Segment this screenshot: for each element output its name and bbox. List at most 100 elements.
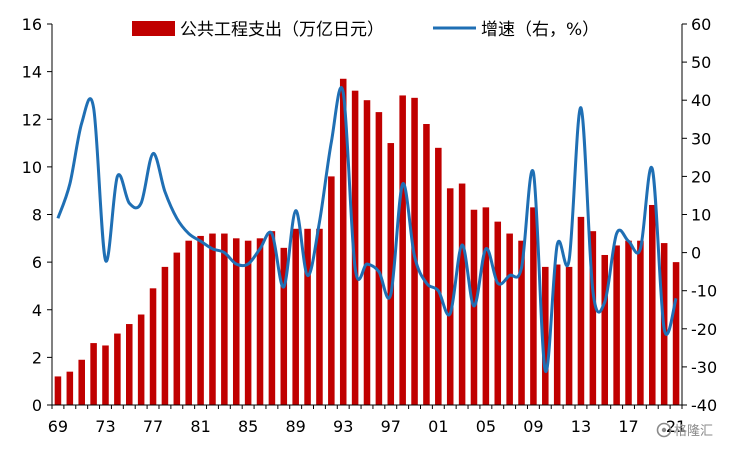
- line-point-2006: [497, 282, 499, 284]
- bar-2021: [672, 262, 680, 406]
- right-tick-label: 10: [691, 206, 711, 225]
- line-point-2016: [615, 232, 617, 234]
- bar-2018: [637, 240, 644, 405]
- line-point-1982: [211, 248, 213, 250]
- line-point-2012: [568, 259, 570, 261]
- line-point-1981: [199, 240, 201, 242]
- bar-1972: [90, 343, 97, 405]
- line-point-1986: [259, 248, 261, 250]
- line-point-1991: [318, 221, 320, 223]
- bar-2002: [446, 188, 454, 405]
- line-point-2002: [449, 312, 451, 314]
- bar-2009: [530, 207, 537, 405]
- line-point-1998: [401, 183, 403, 185]
- line-point-2020: [663, 328, 665, 330]
- right-tick-label: -30: [691, 358, 717, 377]
- right-tick-label: -20: [691, 320, 717, 339]
- bar-1991: [316, 228, 323, 405]
- bar-1969: [54, 376, 62, 405]
- left-tick-label: 10: [22, 158, 42, 177]
- watermark-text: 格隆汇: [674, 423, 713, 439]
- bar-1983: [221, 233, 228, 405]
- bar-1976: [137, 314, 145, 405]
- line-point-2009: [532, 171, 534, 173]
- x-tick-label: 09: [523, 417, 543, 436]
- line-point-1979: [176, 217, 178, 219]
- line-point-1969: [57, 217, 59, 219]
- left-tick-label: 16: [22, 15, 42, 34]
- legend: 公共工程支出（万亿日元） 增速（右，%）: [132, 20, 599, 40]
- bar-1984: [232, 238, 240, 405]
- x-tick-label: 69: [48, 417, 68, 436]
- line-point-1980: [188, 232, 190, 234]
- bar-1973: [102, 345, 109, 405]
- x-tick-label: 77: [143, 417, 163, 436]
- line-point-2001: [437, 290, 439, 292]
- line-point-2014: [592, 290, 594, 292]
- bar-1990: [304, 228, 311, 405]
- bar-1986: [256, 238, 264, 405]
- line-point-1992: [330, 141, 332, 143]
- line-point-2013: [580, 107, 582, 109]
- bar-2000: [423, 124, 430, 405]
- line-point-1990: [306, 274, 308, 276]
- line-point-2004: [473, 305, 475, 307]
- legend-line-label: 增速（右，%）: [481, 20, 599, 40]
- bar-2006: [494, 221, 502, 405]
- line-point-1997: [390, 293, 392, 295]
- bar-series: [54, 78, 680, 406]
- line-point-2007: [508, 274, 510, 276]
- x-tick-label: 93: [333, 417, 353, 436]
- right-tick-label: 20: [691, 167, 711, 186]
- line-point-1976: [140, 202, 142, 204]
- line-point-2000: [425, 282, 427, 284]
- line-point-2005: [485, 248, 487, 250]
- left-tick-label: 2: [32, 348, 42, 367]
- line-point-1970: [69, 183, 71, 185]
- right-tick-label: 40: [691, 91, 711, 110]
- line-point-1994: [354, 267, 356, 269]
- bar-2012: [565, 266, 573, 405]
- line-point-2011: [556, 244, 558, 246]
- left-tick-label: 8: [32, 206, 42, 225]
- bar-1971: [78, 359, 85, 405]
- bar-1988: [280, 247, 288, 405]
- gelonghui-logo-icon: [656, 422, 672, 438]
- bar-1995: [363, 100, 371, 405]
- legend-bar-label: 公共工程支出（万亿日元）: [180, 20, 384, 40]
- line-point-2019: [651, 168, 653, 170]
- line-point-2008: [520, 267, 522, 269]
- legend-bar-swatch: [132, 21, 175, 36]
- left-tick-label: 6: [32, 253, 42, 272]
- line-point-1983: [223, 251, 225, 253]
- x-tick-label: 73: [95, 417, 115, 436]
- bar-1993: [339, 78, 347, 406]
- bar-1977: [149, 288, 157, 405]
- line-point-1995: [366, 263, 368, 265]
- bar-2003: [458, 183, 466, 405]
- line-point-1975: [128, 202, 130, 204]
- x-tick-label: 05: [476, 417, 496, 436]
- line-point-1971: [81, 122, 83, 124]
- bar-1987: [268, 231, 276, 405]
- x-tick-label: 13: [571, 417, 591, 436]
- line-point-2018: [639, 248, 641, 250]
- bar-1980: [185, 240, 192, 405]
- line-point-2003: [461, 244, 463, 246]
- line-point-2017: [627, 240, 629, 242]
- line-point-2021: [675, 297, 677, 299]
- bar-1982: [209, 233, 216, 405]
- x-tick-label: 17: [618, 417, 638, 436]
- bar-2016: [613, 245, 620, 405]
- left-tick-label: 14: [22, 63, 42, 82]
- watermark: 格隆汇: [656, 422, 713, 439]
- axes: 0246810121416-40-30-20-10010203040506069…: [22, 15, 718, 436]
- bar-2011: [553, 264, 561, 405]
- line-point-1978: [164, 190, 166, 192]
- x-tick-label: 89: [285, 417, 305, 436]
- bar-1992: [328, 176, 335, 405]
- bar-1978: [161, 266, 169, 405]
- bar-1974: [114, 333, 121, 405]
- bar-1998: [399, 95, 406, 405]
- bar-2008: [518, 240, 525, 405]
